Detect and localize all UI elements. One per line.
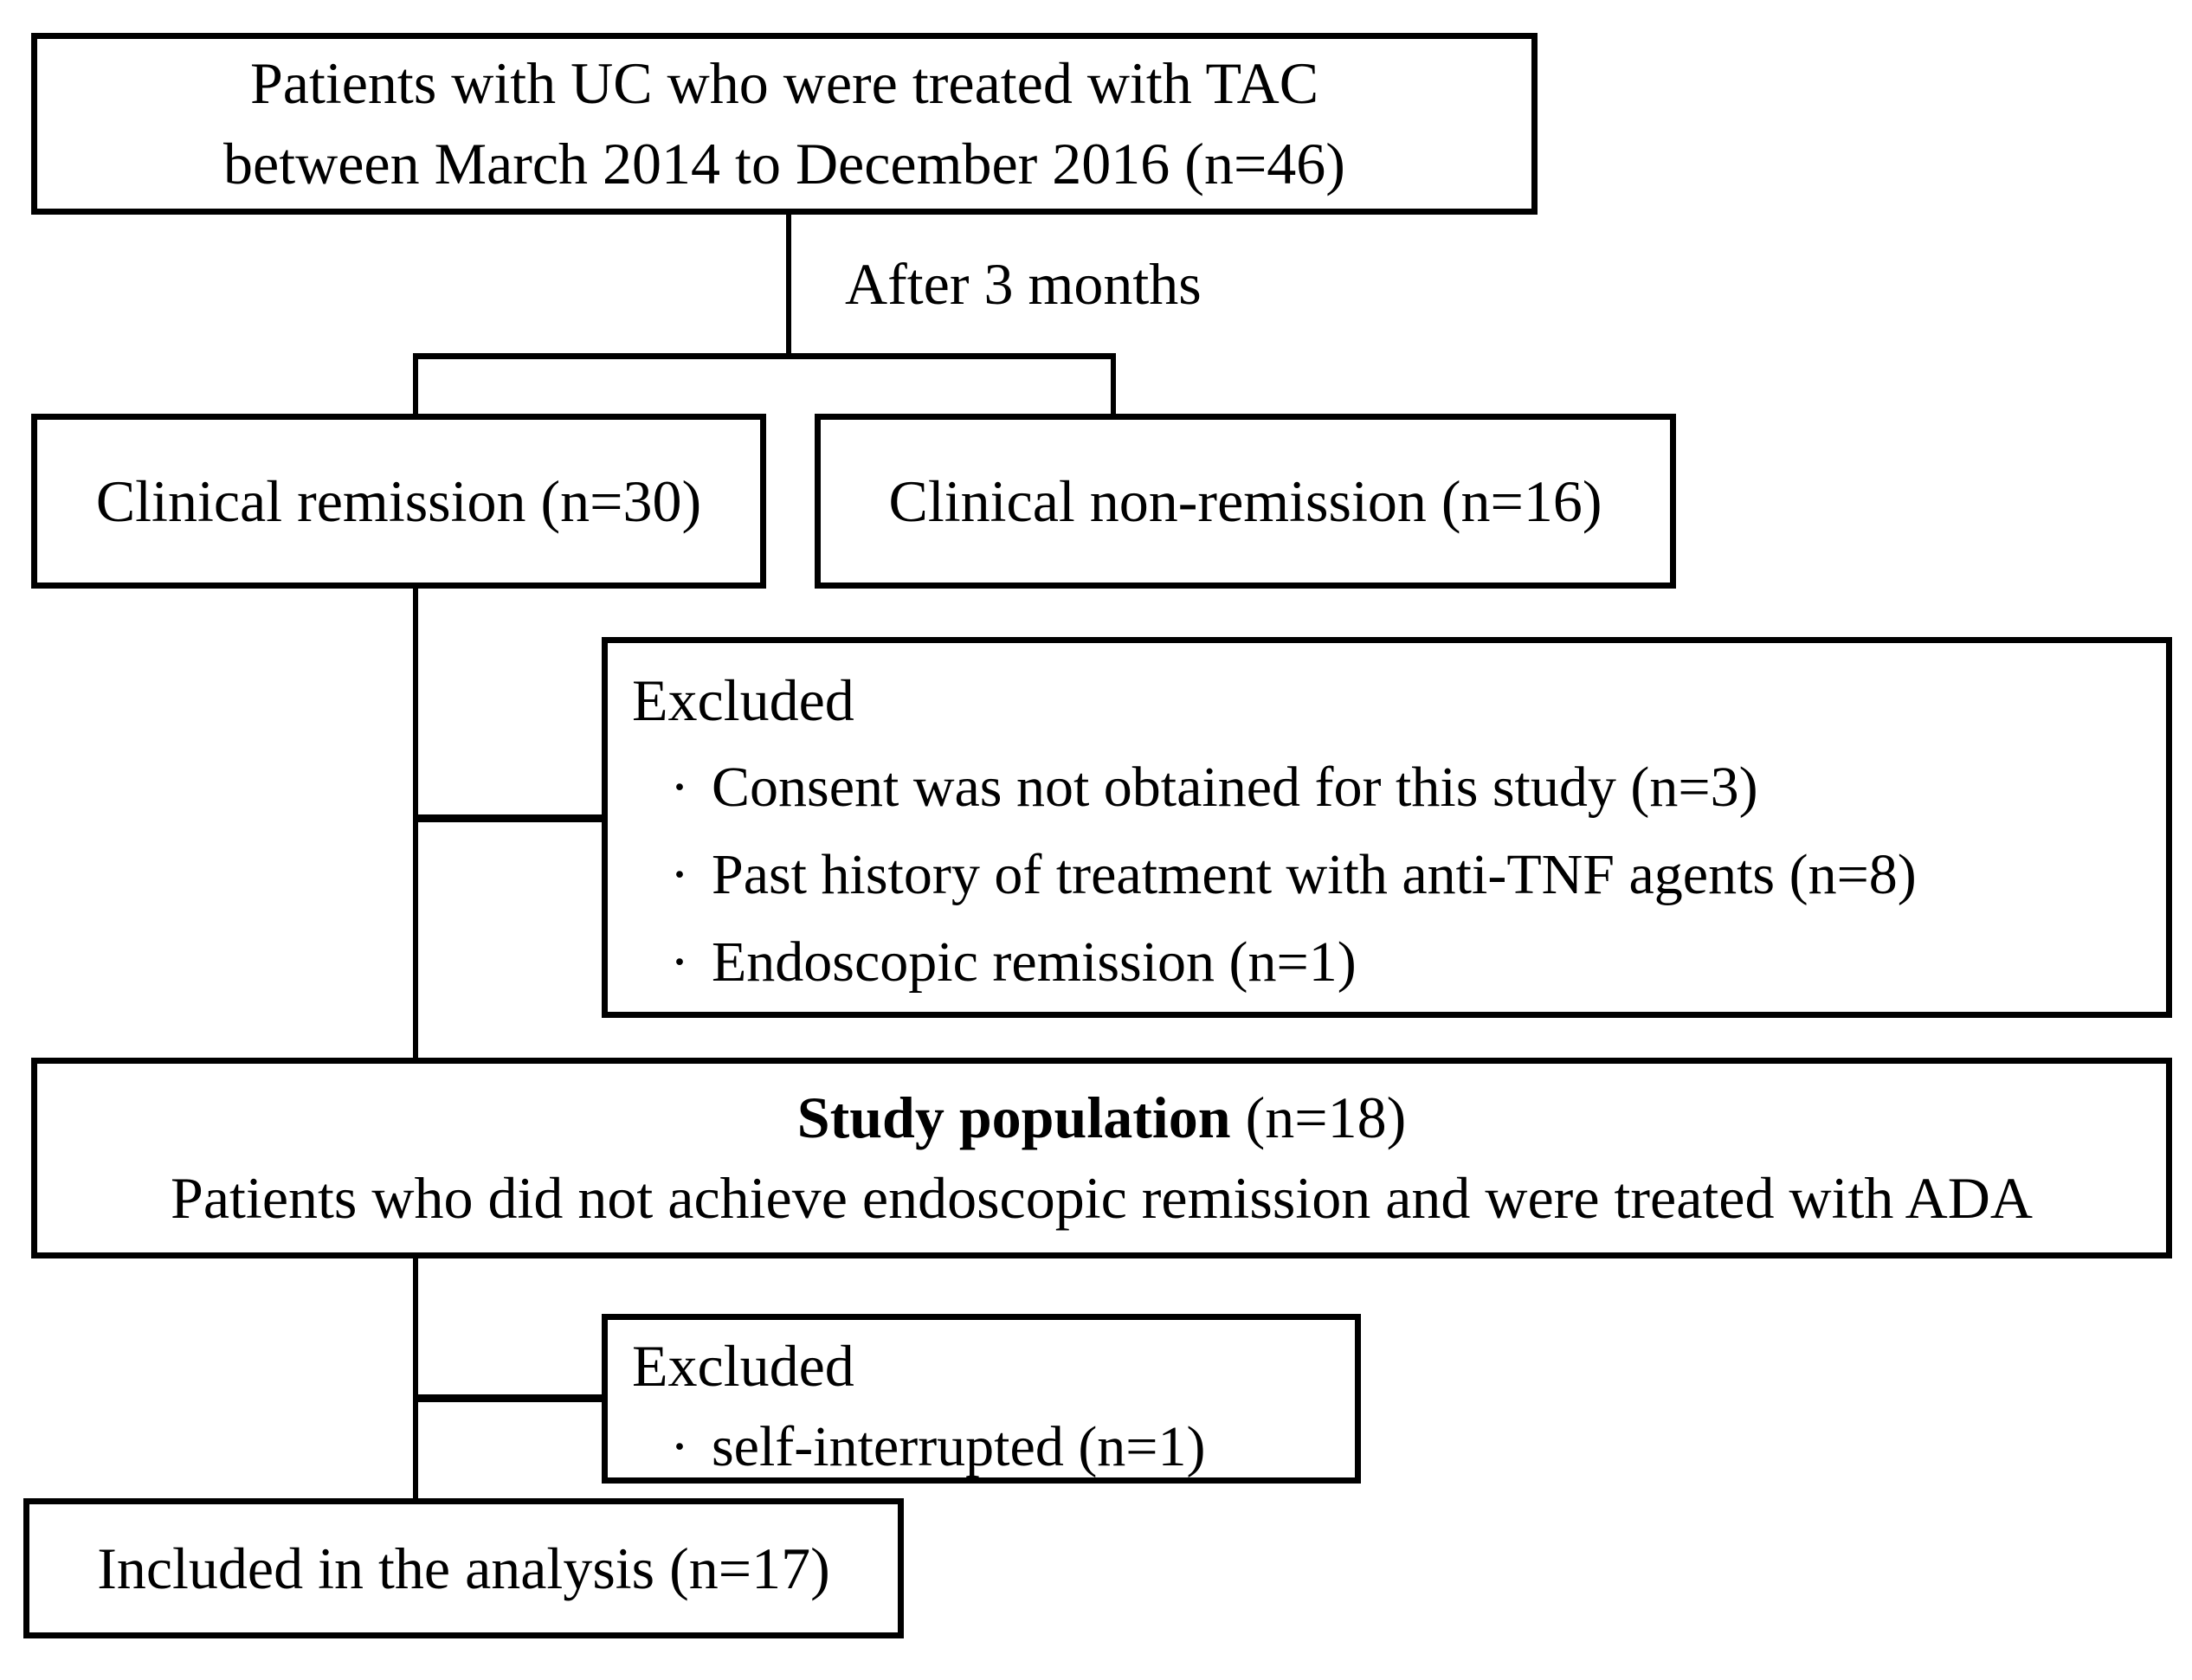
after-3-months-label: After 3 months [845,251,1202,317]
enrollment-line2: between March 2014 to December 2016 (n=4… [223,131,1345,196]
bullet-dot-icon: · [670,1415,689,1478]
excluded-1-item-text: Endoscopic remission (n=1) [711,930,1357,994]
connector-study-to-included-vertical [413,1255,418,1502]
excluded-2-title: Excluded [632,1333,854,1399]
study-population-title-count: (n=18) [1230,1085,1407,1150]
excluded-1-title: Excluded [632,667,854,733]
excluded-box-2: Excluded · self-interrupted (n=1) [602,1314,1361,1484]
connector-remission-to-study-vertical [413,585,418,1066]
connector-branch-horizontal [413,353,1116,359]
clinical-remission-label: Clinical remission (n=30) [95,467,702,534]
connector-to-excluded1-horizontal [416,814,605,822]
excluded-1-item: · Past history of treatment with anti-TN… [632,831,2156,918]
enrollment-line1: Patients with UC who were treated with T… [249,50,1319,116]
study-population-box: Study population (n=18) Patients who did… [31,1058,2172,1258]
excluded-1-item-text: Consent was not obtained for this study … [711,756,1758,819]
clinical-non-remission-label: Clinical non-remission (n=16) [888,467,1602,534]
excluded-1-item: · Consent was not obtained for this stud… [632,743,2156,831]
study-population-title-bold: Study population [796,1085,1231,1150]
bullet-dot-icon: · [670,930,689,994]
connector-branch-right-stub [1111,353,1116,417]
connector-branch-left-stub [413,353,418,417]
clinical-non-remission-box: Clinical non-remission (n=16) [815,414,1676,589]
study-population-line2: Patients who did not achieve endoscopic … [171,1165,2033,1231]
excluded-2-item-text: self-interrupted (n=1) [711,1415,1206,1478]
enrollment-box: Patients with UC who were treated with T… [31,33,1538,215]
clinical-remission-box: Clinical remission (n=30) [31,414,766,589]
excluded-box-1: Excluded · Consent was not obtained for … [602,637,2172,1018]
connector-top-vertical [786,213,791,357]
included-box: Included in the analysis (n=17) [23,1498,904,1638]
study-population-title: Study population (n=18) [797,1078,1406,1158]
excluded-1-item-text: Past history of treatment with anti-TNF … [711,843,1917,906]
bullet-dot-icon: · [670,843,689,906]
included-label: Included in the analysis (n=17) [97,1535,830,1601]
excluded-1-item: · Endoscopic remission (n=1) [632,918,2156,1006]
connector-to-excluded2-horizontal [416,1394,605,1402]
excluded-2-item: · self-interrupted (n=1) [632,1406,1344,1488]
bullet-dot-icon: · [670,756,689,819]
